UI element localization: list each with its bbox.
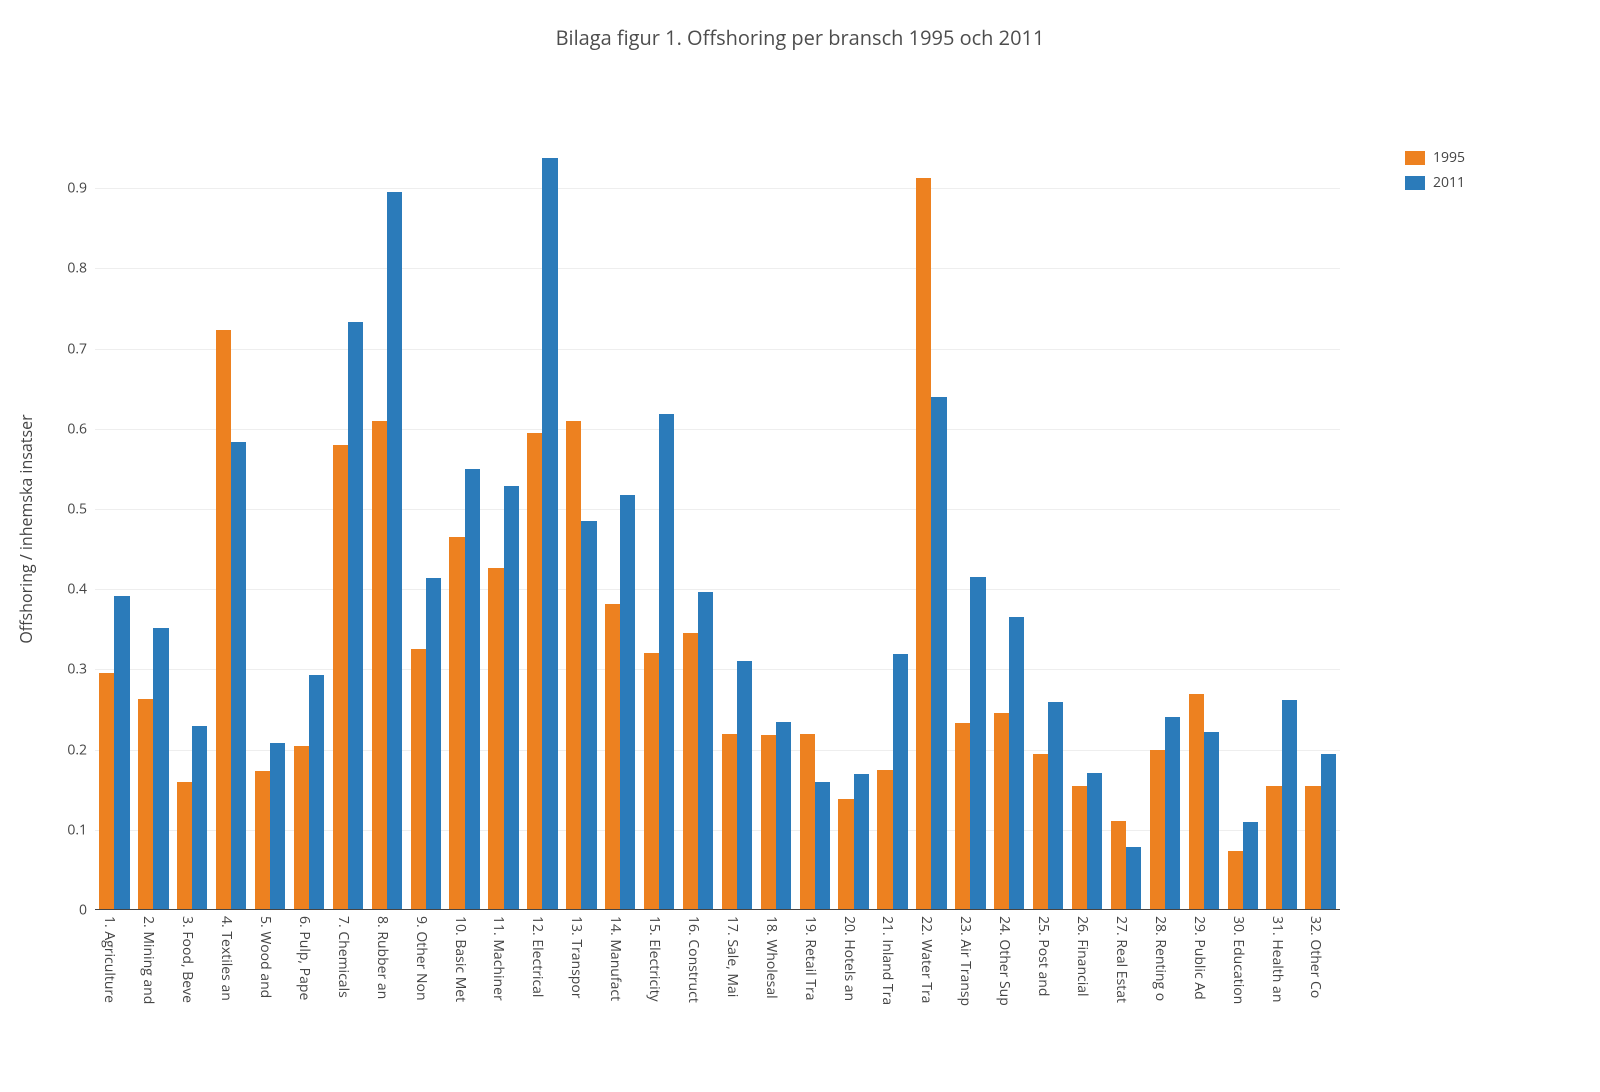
legend-item-2011[interactable]: 2011 — [1405, 173, 1465, 192]
y-tick-label: 0.9 — [67, 179, 95, 198]
plot-area[interactable]: 1. Agriculture2. Mining and3. Food, Beve… — [95, 148, 1340, 910]
x-tick-label: 8. Rubber an — [373, 910, 392, 999]
legend-label: 2011 — [1433, 173, 1465, 192]
x-tick-label: 18. Wholesal — [762, 910, 781, 999]
x-tick-label: 23. Air Transp — [956, 910, 975, 1006]
y-tick-label: 0.4 — [67, 580, 95, 599]
x-tick-label: 32. Other Co — [1306, 910, 1325, 998]
legend: 1995 2011 — [1405, 148, 1465, 198]
x-tick-label: 22. Water Tra — [917, 910, 936, 1003]
x-tick-label: 27. Real Estat — [1112, 910, 1131, 1003]
x-tick-label: 29. Public Ad — [1190, 910, 1209, 1000]
y-tick-label: 0.1 — [67, 820, 95, 839]
x-tick-label: 14. Manufact — [606, 910, 625, 1001]
x-tick-label: 30. Education — [1229, 910, 1248, 1004]
y-tick-label: 0.5 — [67, 499, 95, 518]
x-tick-label: 19. Retail Tra — [801, 910, 820, 1001]
y-tick-label: 0.2 — [67, 740, 95, 759]
legend-swatch — [1405, 176, 1425, 190]
y-tick-label: 0.8 — [67, 259, 95, 278]
x-tick-label: 10. Basic Met — [451, 910, 470, 1002]
y-axis-title: Offshoring / inhemska insatser — [15, 414, 37, 643]
y-tick-label: 0 — [79, 901, 95, 920]
x-tick-label: 28. Renting o — [1151, 910, 1170, 1001]
legend-swatch — [1405, 151, 1425, 165]
x-tick-label: 17. Sale, Mai — [723, 910, 742, 997]
x-tick-label: 12. Electrical — [528, 910, 547, 997]
x-tick-label: 3. Food, Beve — [178, 910, 197, 1003]
x-tick-label: 16. Construct — [684, 910, 703, 1003]
x-tick-label: 13. Transpor — [567, 910, 586, 999]
x-tick-label: 21. Inland Tra — [878, 910, 897, 1005]
legend-item-1995[interactable]: 1995 — [1405, 148, 1465, 167]
x-tick-label: 5. Wood and — [256, 910, 275, 998]
x-tick-label: 25. Post and — [1034, 910, 1053, 996]
x-tick-label: 15. Electricity — [645, 910, 664, 1002]
chart-body: 1. Agriculture 2. Mining and 3. Food, Beve… — [0, 0, 1600, 1092]
x-tick-label: 11. Machiner — [489, 910, 508, 1001]
x-tick-label: 2. Mining and — [139, 910, 158, 1004]
x-tick-label: 26. Financial — [1073, 910, 1092, 997]
chart-container: Bilaga figur 1. Offshoring per bransch 1… — [0, 0, 1600, 1092]
x-tick-label: 1. Agriculture — [100, 910, 119, 1003]
x-tick-label: 24. Other Sup — [995, 910, 1014, 1006]
y-tick-label: 0.3 — [67, 660, 95, 679]
x-tick-label: 4. Textiles an — [217, 910, 236, 1001]
x-tick-label: 7. Chemicals — [334, 910, 353, 998]
x-tick-label: 20. Hotels an — [840, 910, 859, 1001]
y-tick-label: 0.6 — [67, 419, 95, 438]
x-tick-label: 31. Health an — [1268, 910, 1287, 1002]
legend-label: 1995 — [1433, 148, 1465, 167]
x-tick-label: 9. Other Non — [412, 910, 431, 1001]
y-tick-label: 0.7 — [67, 339, 95, 358]
x-tick-label: 6. Pulp, Pape — [295, 910, 314, 1000]
x-labels-layer: 1. Agriculture2. Mining and3. Food, Beve… — [95, 148, 1340, 910]
